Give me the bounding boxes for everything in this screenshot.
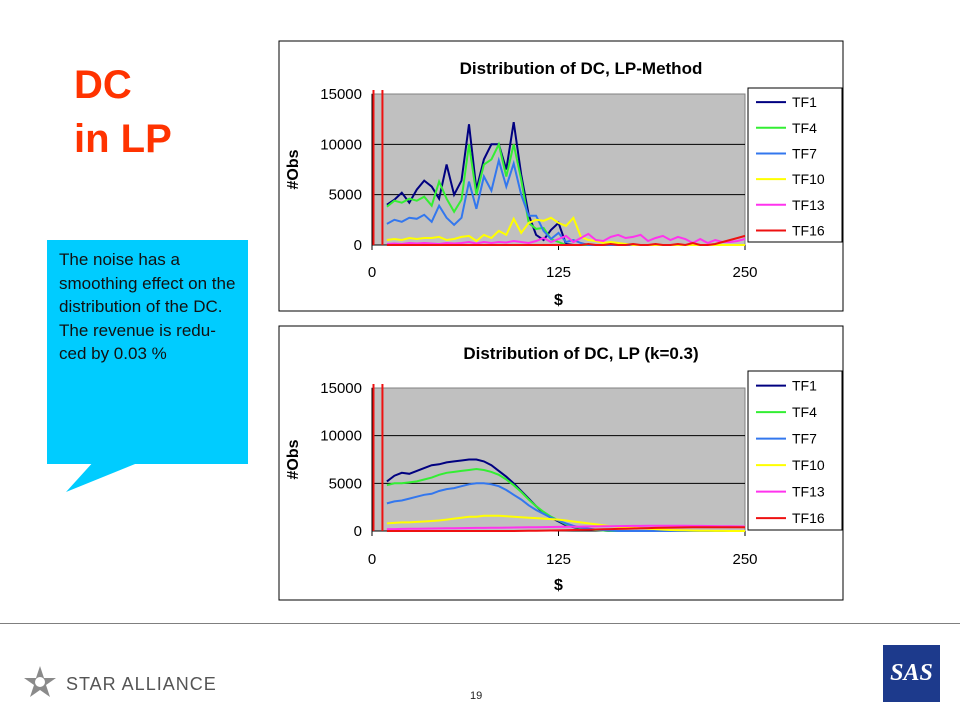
x-tick-label: 125 (546, 264, 571, 281)
star-alliance-logo-icon (24, 666, 56, 697)
series-line-tf13 (386, 524, 746, 531)
y-axis-label: #Obs (285, 149, 302, 189)
y-tick-label: 0 (354, 237, 362, 254)
legend (747, 87, 843, 243)
legend-entry: TF7 (792, 145, 817, 161)
x-tick-label: 0 (368, 264, 376, 281)
series-line-tf1 (386, 122, 745, 246)
y-tick-label: 10000 (320, 428, 362, 445)
legend-entry: TF13 (792, 197, 825, 213)
series-line-tf16 (386, 526, 745, 532)
y-tick-label: 15000 (320, 380, 362, 397)
legend-entry: TF4 (792, 120, 817, 136)
series-line-tf1 (386, 458, 745, 532)
chart-title: Distribution of DC, LP-Method (460, 59, 703, 78)
sas-logo: SAS (883, 645, 940, 702)
legend-entry: TF16 (792, 222, 825, 238)
legend-entry: TF16 (792, 510, 825, 526)
y-tick-label: 5000 (329, 187, 362, 204)
x-axis-label: $ (554, 577, 563, 594)
legend-entry: TF7 (792, 431, 817, 447)
legend-entry: TF13 (792, 484, 825, 500)
legend-entry: TF1 (792, 94, 817, 110)
slide-title: DC in LP (74, 58, 172, 166)
y-tick-label: 10000 (320, 136, 362, 153)
series-line-tf10 (386, 514, 745, 532)
slide-title-line2: in LP (74, 117, 172, 161)
legend-entry: TF10 (792, 171, 825, 187)
legend-entry: TF1 (792, 378, 817, 394)
callout-box: The noise has a smoothing effect on the … (47, 240, 248, 464)
legend-entry: TF4 (792, 404, 817, 420)
chart-frame (278, 325, 844, 601)
star-alliance-text: STAR ALLIANCE (66, 674, 217, 694)
footer-divider (0, 623, 960, 624)
x-tick-label: 250 (732, 264, 757, 281)
series-line-tf7 (386, 482, 745, 532)
plot-area (371, 93, 746, 246)
x-axis-label: $ (554, 292, 563, 309)
slide-title-line1: DC (74, 63, 132, 107)
x-tick-label: 125 (546, 551, 571, 568)
plot-area (371, 387, 746, 532)
series-line-tf13 (386, 232, 746, 246)
y-axis-label: #Obs (285, 439, 302, 479)
callout-text: The noise has a smoothing effect on the … (59, 250, 236, 364)
series-line-tf10 (386, 215, 745, 246)
chart-title: Distribution of DC, LP (k=0.3) (463, 344, 698, 363)
chart-frame (278, 40, 844, 312)
y-tick-label: 5000 (329, 475, 362, 492)
x-tick-label: 250 (732, 551, 757, 568)
legend-entry: TF10 (792, 457, 825, 473)
y-tick-label: 15000 (320, 86, 362, 103)
y-tick-label: 0 (354, 523, 362, 540)
page-number: 19 (470, 690, 483, 702)
x-tick-label: 0 (368, 551, 376, 568)
series-line-tf16 (386, 234, 746, 247)
series-line-tf4 (386, 467, 745, 532)
series-line-tf4 (386, 141, 745, 246)
legend (747, 370, 843, 531)
series-line-tf7 (386, 156, 745, 246)
